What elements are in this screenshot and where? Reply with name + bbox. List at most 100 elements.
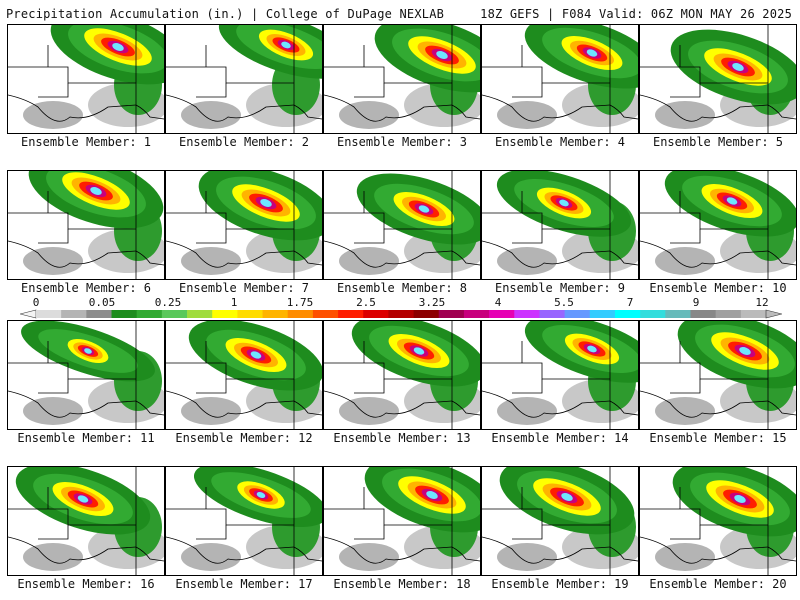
state-border-line xyxy=(135,104,164,120)
state-border-line xyxy=(8,487,136,526)
precipitation-map xyxy=(165,320,323,430)
ensemble-member-label: Ensemble Member: 4 xyxy=(494,135,626,149)
state-border-line xyxy=(166,240,295,268)
colorbar-swatch xyxy=(338,310,364,318)
colorbar-swatch xyxy=(111,310,138,318)
colorbar-swatch xyxy=(61,310,87,318)
precip-area-cyan xyxy=(426,491,438,499)
precip-area-cyan xyxy=(90,187,102,195)
light-precip-area xyxy=(655,247,715,275)
precipitation-map xyxy=(7,170,165,280)
state-border-line xyxy=(135,250,164,266)
state-border-line xyxy=(482,487,610,526)
ensemble-member-label: Ensemble Member: 10 xyxy=(649,281,787,295)
state-border-line xyxy=(324,45,452,84)
state-border-line xyxy=(324,94,453,122)
ensemble-member-panel: Ensemble Member: 12 xyxy=(165,320,323,445)
light-precip-area xyxy=(181,101,241,129)
state-border-line xyxy=(640,240,769,268)
colorbar-scale xyxy=(20,309,782,319)
colorbar-tick-label: 4 xyxy=(494,296,502,309)
state-border-line xyxy=(451,546,480,562)
colorbar-tick-label: 9 xyxy=(692,296,700,309)
precipitation-map xyxy=(165,466,323,576)
state-border-line xyxy=(293,400,322,416)
precipitation-map-graphic xyxy=(166,467,322,575)
colorbar-swatch xyxy=(589,310,616,318)
ensemble-member-panel: Ensemble Member: 1 xyxy=(7,24,165,149)
ensemble-member-label: Ensemble Member: 5 xyxy=(652,135,784,149)
state-border-line xyxy=(609,250,638,266)
state-border-line xyxy=(324,341,452,380)
precip-area-cyan xyxy=(260,199,272,207)
light-precip-area xyxy=(23,101,83,129)
state-border-line xyxy=(482,94,611,122)
precipitation-map xyxy=(481,466,639,576)
colorbar-tick-label: 7 xyxy=(626,296,634,309)
state-border-line xyxy=(482,240,611,268)
precipitation-map-graphic xyxy=(8,467,164,575)
state-border-line xyxy=(354,379,385,394)
state-border-line xyxy=(8,536,137,564)
colorbar-tick-label: 3.25 xyxy=(418,296,446,309)
precip-area-cyan xyxy=(586,49,598,57)
light-precip-area xyxy=(181,397,241,425)
light-precip-area xyxy=(339,397,399,425)
precip-area-cyan xyxy=(256,491,266,499)
colorbar-swatch xyxy=(237,310,263,318)
colorbar-swatch xyxy=(287,310,314,318)
state-border-line xyxy=(670,379,701,394)
state-border-line xyxy=(354,525,385,540)
colorbar-tick-label: 5.5 xyxy=(554,296,574,309)
state-border-line xyxy=(609,400,638,416)
state-border-line xyxy=(640,487,768,526)
ensemble-member-panel: Ensemble Member: 2 xyxy=(165,24,323,149)
light-precip-area xyxy=(497,543,557,571)
precipitation-map-graphic xyxy=(166,321,322,429)
precipitation-map-graphic xyxy=(324,321,480,429)
state-border-line xyxy=(135,400,164,416)
ensemble-member-label: Ensemble Member: 15 xyxy=(649,431,787,445)
state-border-line xyxy=(166,390,295,418)
state-border-line xyxy=(324,487,452,526)
state-border-line xyxy=(482,390,611,418)
state-border-line xyxy=(166,341,294,380)
precip-area-cyan xyxy=(561,493,573,501)
precipitation-map-graphic xyxy=(640,467,796,575)
light-precip-area xyxy=(497,247,557,275)
precipitation-map xyxy=(639,320,797,430)
precipitation-map xyxy=(481,170,639,280)
precipitation-map xyxy=(639,24,797,134)
precipitation-map-graphic xyxy=(8,321,164,429)
ensemble-member-panel: Ensemble Member: 20 xyxy=(639,466,797,591)
colorbar-swatch xyxy=(665,310,691,318)
precipitation-map-graphic xyxy=(166,25,322,133)
colorbar-swatch xyxy=(262,310,289,318)
precip-area-cyan xyxy=(250,351,262,359)
state-border-line xyxy=(8,94,137,122)
precip-area-cyan xyxy=(418,205,430,213)
precipitation-map xyxy=(7,24,165,134)
state-border-line xyxy=(293,104,322,120)
state-border-line xyxy=(767,250,796,266)
precip-area-cyan xyxy=(734,495,746,503)
state-border-line xyxy=(196,229,227,244)
colorbar-swatch xyxy=(438,310,465,318)
precip-area-cyan xyxy=(281,41,291,49)
state-border-line xyxy=(293,546,322,562)
precipitation-map-graphic xyxy=(640,321,796,429)
colorbar-swatch xyxy=(640,310,666,318)
state-border-line xyxy=(166,45,294,84)
state-border-line xyxy=(482,536,611,564)
precipitation-map xyxy=(639,170,797,280)
colorbar-tick-label: 0 xyxy=(32,296,40,309)
light-precip-area xyxy=(23,247,83,275)
light-precip-area xyxy=(655,543,715,571)
state-border-line xyxy=(482,45,610,84)
precipitation-map-graphic xyxy=(640,171,796,279)
colorbar-swatch xyxy=(36,310,62,318)
colorbar-swatch xyxy=(413,310,440,318)
precip-area-cyan xyxy=(436,51,448,59)
precipitation-map xyxy=(481,24,639,134)
